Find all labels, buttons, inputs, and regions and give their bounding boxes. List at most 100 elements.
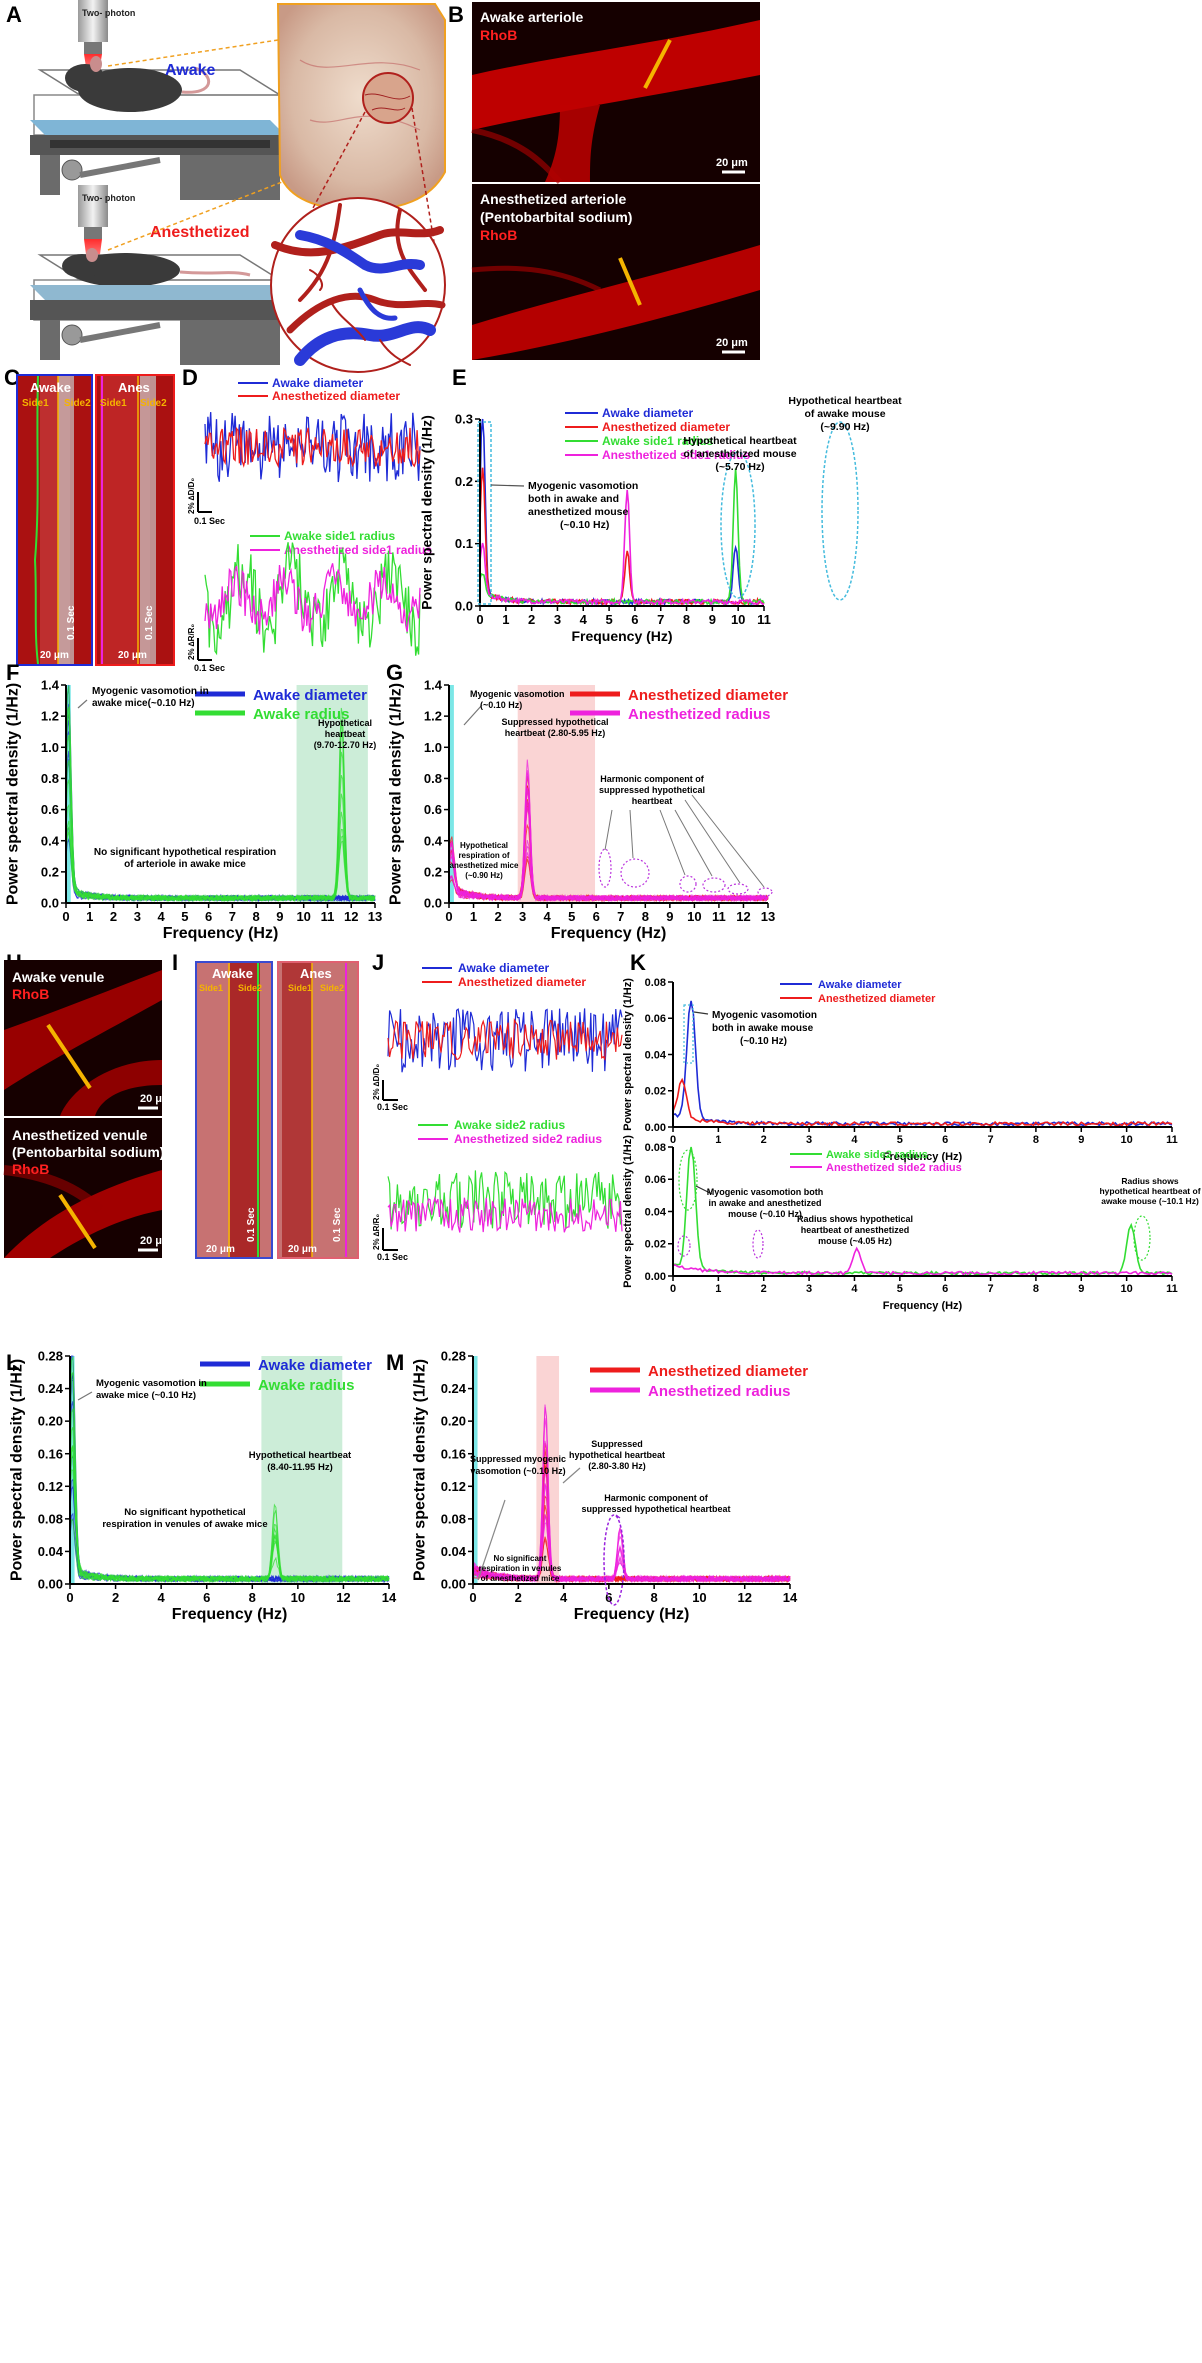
legend-entry: Anesthetized side1 radius (602, 448, 750, 462)
x-tick-label: 8 (1033, 1134, 1039, 1146)
side2-label: Side2 (64, 398, 91, 409)
x-tick-label: 4 (560, 1590, 568, 1605)
legend-entry: Anesthetized diameter (602, 420, 730, 434)
y-tick-label: 0.12 (38, 1479, 63, 1494)
y-tick-label: 0.3 (455, 412, 473, 427)
x-tick-label: 1 (715, 1134, 721, 1146)
x-tick-label: 8 (1033, 1283, 1039, 1295)
scale-t: 0.1 Sec (66, 605, 77, 640)
scale-t: 0.1 Sec (332, 1207, 343, 1242)
svg-text:Suppressed myogenic: Suppressed myogenic (470, 1454, 566, 1464)
y-tick-label: 0.04 (645, 1049, 667, 1061)
panel-letter: F (6, 660, 19, 685)
svg-text:Hypothetical: Hypothetical (318, 718, 372, 728)
highlight-box (683, 1004, 694, 1064)
y-tick-label: 0.24 (38, 1381, 64, 1396)
y-axis-label: Power spectral density (1/Hz) (5, 683, 22, 905)
x-tick-label: 9 (276, 909, 283, 924)
image-title: Awake venule (12, 969, 105, 985)
panel-letter: E (452, 365, 467, 390)
x-tick-label: 4 (851, 1283, 858, 1295)
x-tick-label: 5 (181, 909, 188, 924)
legend-K-bottom: Awake side2 radius Anesthetized side2 ra… (790, 1149, 962, 1174)
y-axis-label: Power spectral density (1/Hz) (622, 1135, 634, 1288)
y-tick-label: 1.4 (424, 678, 443, 693)
annotation-L1: Myogenic vasomotion in awake mice (~0.10… (96, 1378, 207, 1401)
x-tick-label: 4 (851, 1134, 858, 1146)
y-tick-label: 1.2 (424, 709, 442, 724)
series-line (448, 787, 769, 902)
x-tick-label: 2 (515, 1590, 522, 1605)
annotation-L2: Hypothetical heartbeat (8.40-11.95 Hz) (249, 1450, 352, 1473)
awake-label: Awake (165, 62, 216, 79)
measurement-line (643, 39, 672, 89)
side2-label: Side2 (320, 983, 344, 993)
svg-text:Myogenic vasomotion in: Myogenic vasomotion in (92, 686, 209, 697)
legend-entry: Awake diameter (258, 1357, 372, 1374)
x-tick-label: 2 (761, 1283, 767, 1295)
x-tick-label: 6 (593, 909, 600, 924)
highlight-box (477, 421, 492, 605)
y-tick-label: 0.20 (441, 1414, 466, 1429)
x-tick-label: 4 (544, 909, 552, 924)
legend-entry: Awake diameter (253, 687, 367, 704)
y-tick-label: 0.04 (38, 1544, 64, 1559)
side2-label: Side2 (238, 983, 262, 993)
x-tick-label: 3 (806, 1283, 812, 1295)
annotation-M2: Suppressed hypothetical heartbeat (2.80-… (569, 1439, 665, 1471)
x-scale-label: 0.1 Sec (194, 516, 225, 526)
panel-letter: A (6, 2, 22, 27)
x-tick-label: 6 (631, 612, 638, 627)
annotation-F2: Hypothetical heartbeat (9.70-12.70 Hz) (314, 718, 377, 750)
chart-F: 0 1 2 3 4 5 6 7 8 9 10 11 12 130.00.20.40.60.81.01.21… (5, 678, 383, 942)
x-tick-label: 6 (942, 1283, 948, 1295)
svg-text:Hypothetical heartbeat: Hypothetical heartbeat (683, 435, 797, 447)
legend-entry: Awake side2 radius (454, 1118, 565, 1132)
mouse-tail (181, 66, 211, 94)
dye-label: RhoB (480, 27, 517, 43)
svg-text:heartbeat: heartbeat (632, 796, 673, 806)
x-tick-label: 9 (1078, 1134, 1084, 1146)
svg-text:heartbeat (2.80-5.95 Hz): heartbeat (2.80-5.95 Hz) (505, 728, 606, 738)
y-axis-label: Power spectral density (1/Hz) (9, 1359, 26, 1581)
x-axis-label: Frequency (Hz) (163, 925, 279, 942)
x-tick-label: 11 (1166, 1283, 1178, 1295)
svg-text:of anesthetized mice: of anesthetized mice (481, 1574, 560, 1583)
annotation-F1: Myogenic vasomotion in awake mice(~0.10 … (92, 686, 209, 709)
shaded-band (473, 1356, 478, 1584)
x-tick-label: 5 (568, 909, 575, 924)
y-tick-label: 0.2 (41, 864, 59, 879)
x-tick-label: 0 (445, 909, 452, 924)
side1-label: Side1 (100, 398, 127, 409)
svg-text:(~0.90 Hz): (~0.90 Hz) (465, 871, 503, 880)
svg-text:of arteriole in awake mice: of arteriole in awake mice (124, 859, 246, 870)
awake-radius-trace (387, 1170, 623, 1230)
panel-E: E 0 1 2 3 4 5 6 7 8 9 10 11 0.0 0.1 0.2 0.3 Frequency (H… (419, 365, 902, 644)
svg-text:(~0.10 Hz): (~0.10 Hz) (560, 519, 609, 531)
x-tick-label: 6 (203, 1590, 210, 1605)
objective-tip (84, 42, 102, 54)
y-tick-label: 0.4 (424, 833, 443, 848)
svg-text:vasomotion (~0.10 Hz): vasomotion (~0.10 Hz) (470, 1466, 565, 1476)
y-tick-label: 0.08 (38, 1511, 63, 1526)
panel-C: C Awake Side1 Side2 20 μm 0.1 Sec Anes S… (4, 365, 175, 666)
annotation-K4: Radius shows hypothetical heartbeat of a… (1099, 1176, 1200, 1206)
svg-text:(~0.10 Hz): (~0.10 Hz) (740, 1036, 787, 1047)
image-title: Anesthetized arteriole (480, 191, 626, 207)
y-tick-label: 1.2 (41, 709, 59, 724)
harmonic-markers (598, 848, 773, 897)
panel-I: I Awake Side1 Side2 20 μm 0.1 Sec Anes S… (172, 950, 359, 1259)
x-tick-label: 3 (519, 909, 526, 924)
svg-text:No significant hypothetical: No significant hypothetical (124, 1507, 245, 1518)
image-subtitle: (Pentobarbital sodium) (480, 209, 632, 225)
svg-text:heartbeat: heartbeat (325, 729, 366, 739)
annotation-L3: No significant hypothetical respiration … (102, 1507, 267, 1530)
panel-letter: D (182, 365, 198, 390)
y-tick-label: 0.6 (424, 802, 442, 817)
series-line (65, 803, 376, 903)
anes-radius-trace (387, 1195, 623, 1233)
x-tick-label: 10 (687, 909, 701, 924)
scale-x: 20 μm (40, 650, 69, 661)
legend-L: Awake diameter Awake radius (200, 1357, 372, 1394)
